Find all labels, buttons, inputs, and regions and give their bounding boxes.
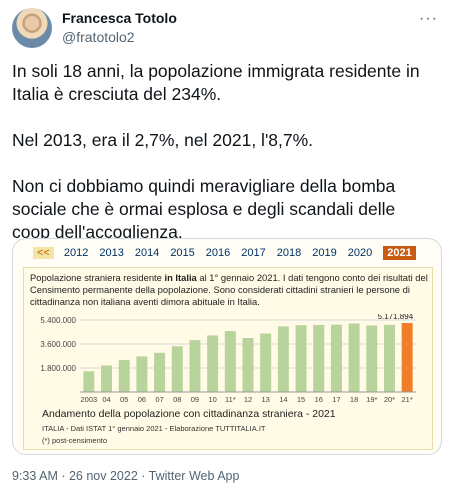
chart-bar: [277, 326, 289, 392]
x-tick-label: 17: [332, 395, 340, 404]
chart-panel: << 2012 2013 2014 2015 2016 2017 2018 20…: [23, 245, 433, 450]
x-tick-label: 16: [315, 395, 323, 404]
chart-bar: [101, 365, 113, 392]
x-tick-label: 2003: [80, 395, 97, 404]
x-tick-label: 19*: [366, 395, 377, 404]
data-label: 5.171.894: [378, 314, 414, 321]
chart-bar: [118, 360, 130, 392]
chart-bar: [154, 352, 166, 392]
tweet-text: In soli 18 anni, la popolazione immigrat…: [12, 60, 438, 267]
tweet-paragraph-3: Non ci dobbiamo quindi meravigliare dell…: [12, 176, 396, 242]
year-link[interactable]: 2014: [134, 247, 160, 259]
chart-bar: [83, 371, 95, 392]
tweet-paragraph-1: In soli 18 anni, la popolazione immigrat…: [12, 61, 420, 104]
year-prev-button[interactable]: <<: [33, 247, 54, 259]
year-selected[interactable]: 2021: [383, 246, 416, 260]
chart-bar: [348, 323, 360, 392]
avatar[interactable]: [12, 8, 52, 48]
year-navigation: << 2012 2013 2014 2015 2016 2017 2018 20…: [33, 245, 431, 261]
x-tick-label: 14: [279, 395, 287, 404]
chart-description: Popolazione straniera residente in Itali…: [30, 272, 430, 308]
x-tick-label: 20*: [384, 395, 395, 404]
chart-bar: [189, 340, 201, 392]
x-tick-label: 07: [155, 395, 163, 404]
chart-source: ITALIA - Dati ISTAT 1° gennaio 2021 - El…: [42, 424, 266, 433]
x-tick-label: 04: [102, 395, 110, 404]
tweet-header: Francesca Totolo @fratotolo2 ···: [12, 8, 438, 48]
year-link[interactable]: 2020: [347, 247, 373, 259]
chart-bar: [242, 338, 254, 392]
chart-bar: [313, 324, 325, 392]
x-tick-label: 06: [138, 395, 146, 404]
chart-bar: [260, 333, 272, 392]
x-tick-label: 13: [262, 395, 270, 404]
bar-chart: 5.400.000 3.600.000 1.800.000 2003 04 05 06 07 0…: [40, 314, 416, 404]
chart-bar: [330, 324, 342, 392]
year-link[interactable]: 2019: [312, 247, 337, 259]
chart-bar: [136, 356, 148, 392]
more-options-icon[interactable]: ···: [419, 10, 438, 27]
desc-text-start: Popolazione straniera residente: [30, 272, 165, 283]
y-tick-label: 1.800.000: [40, 364, 76, 373]
x-tick-label: 05: [120, 395, 128, 404]
desc-text-end: al 1° gennaio 2021. I dati tengono conto…: [30, 272, 428, 307]
desc-text-bold: in Italia: [164, 272, 197, 283]
x-tick-label: 10: [208, 395, 216, 404]
y-tick-label: 3.600.000: [40, 340, 76, 349]
x-tick-label: 21*: [402, 395, 413, 404]
year-link[interactable]: 2018: [276, 247, 302, 259]
year-link[interactable]: 2017: [241, 247, 266, 259]
tweet-paragraph-2: Nel 2013, era il 2,7%, nel 2021, l'8,7%.: [12, 130, 314, 150]
chart-bar: [295, 325, 307, 392]
x-tick-label: 11*: [225, 395, 236, 404]
chart-box: Popolazione straniera residente in Itali…: [23, 267, 433, 450]
chart-bar: [207, 335, 219, 392]
chart-bar: [383, 324, 395, 392]
attached-image[interactable]: << 2012 2013 2014 2015 2016 2017 2018 20…: [12, 238, 442, 455]
author-name[interactable]: Francesca Totolo: [62, 10, 177, 26]
chart-bar: [401, 323, 413, 392]
y-tick-label: 5.400.000: [40, 316, 76, 325]
chart-caption: Andamento della popolazione con cittadin…: [42, 408, 336, 420]
x-tick-label: 09: [191, 395, 199, 404]
chart-note: (*) post-censimento: [42, 436, 108, 445]
year-link[interactable]: 2012: [63, 247, 89, 259]
author-handle[interactable]: @fratotolo2: [62, 29, 135, 45]
year-link[interactable]: 2013: [99, 247, 124, 259]
chart-bar: [366, 325, 378, 392]
x-tick-label: 12: [244, 395, 252, 404]
x-tick-label: 18: [350, 395, 358, 404]
x-tick-label: 15: [297, 395, 305, 404]
chart-bar: [224, 331, 236, 392]
tweet-timestamp[interactable]: 9:33 AM · 26 nov 2022 · Twitter Web App: [12, 469, 240, 483]
year-link[interactable]: 2016: [205, 247, 231, 259]
x-tick-label: 08: [173, 395, 181, 404]
chart-bar: [171, 346, 183, 392]
year-link[interactable]: 2015: [170, 247, 195, 259]
